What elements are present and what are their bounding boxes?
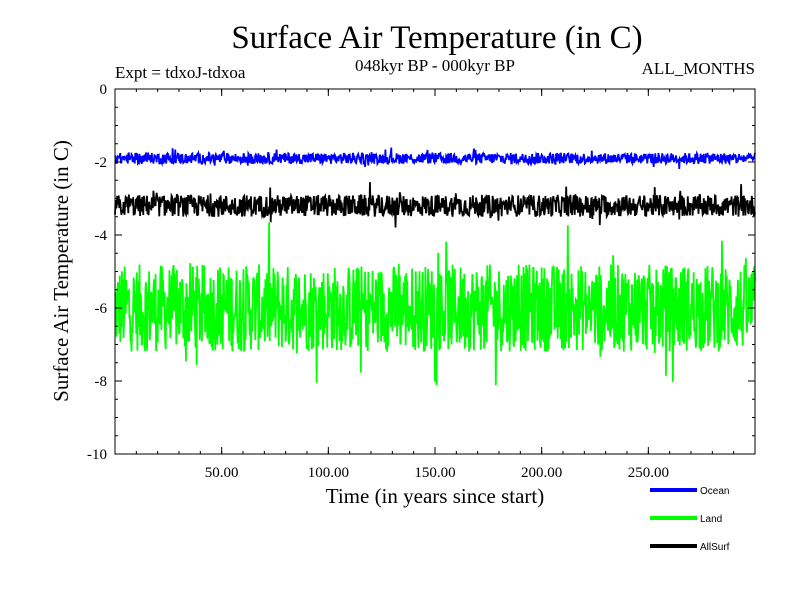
chart-subtitle: 048kyr BP - 000kyr BP <box>355 56 515 75</box>
y-tick-label: -10 <box>87 447 107 463</box>
chart-title: Surface Air Temperature (in C) <box>231 20 642 56</box>
y-tick-label: -8 <box>95 374 108 390</box>
y-axis-label: Surface Air Temperature (in C) <box>49 140 73 402</box>
months-label: ALL_MONTHS <box>642 59 755 78</box>
x-tick-label: 50.00 <box>205 465 239 481</box>
x-tick-label: 250.00 <box>628 465 669 481</box>
series-line-land <box>114 222 756 386</box>
axis-layer: 0 -2 -4 -6 -8 -10 50.00 100.00 150.00 200.00 250.0… <box>87 82 755 481</box>
legend-label-land: Land <box>700 514 722 525</box>
x-tick-label: 100.00 <box>308 465 349 481</box>
legend-label-allsurf: AllSurf <box>700 542 730 553</box>
x-axis-label: Time (in years since start) <box>326 484 545 508</box>
y-tick-label: -6 <box>95 301 108 317</box>
y-tick-label: -2 <box>95 155 108 171</box>
x-tick-label: 150.00 <box>414 465 455 481</box>
x-tick-label: 200.00 <box>521 465 562 481</box>
experiment-label: Expt = tdxoJ-tdxoa <box>115 63 246 82</box>
series-layer <box>114 147 756 386</box>
series-line-ocean <box>114 147 756 170</box>
legend: Ocean Land AllSurf <box>650 486 730 553</box>
series-line-allsurf <box>114 182 756 228</box>
plot-frame <box>114 88 756 455</box>
y-tick-label: 0 <box>100 82 108 98</box>
y-tick-label: -4 <box>95 228 108 244</box>
legend-label-ocean: Ocean <box>700 486 729 497</box>
